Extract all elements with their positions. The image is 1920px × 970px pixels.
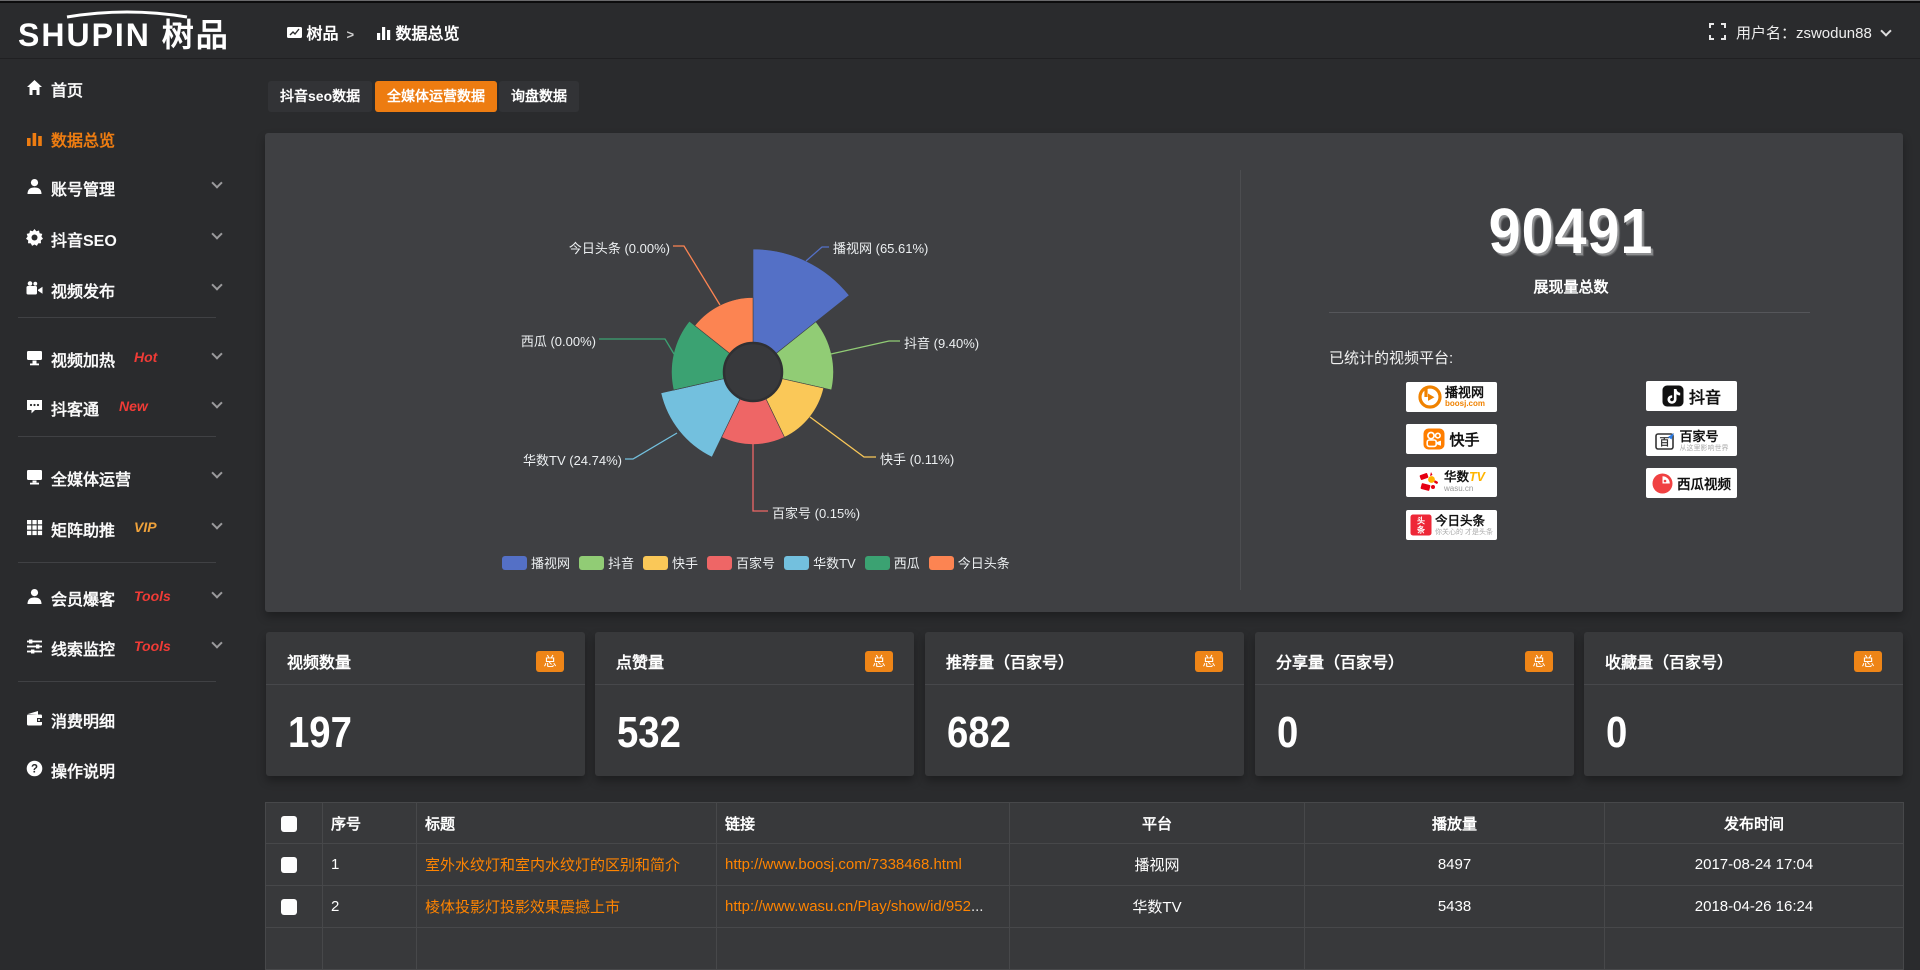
svg-text:?: ? — [31, 764, 38, 776]
svg-text:条: 条 — [1416, 525, 1426, 535]
svg-text:百: 百 — [1659, 436, 1669, 448]
svg-text:头: 头 — [1417, 516, 1425, 526]
